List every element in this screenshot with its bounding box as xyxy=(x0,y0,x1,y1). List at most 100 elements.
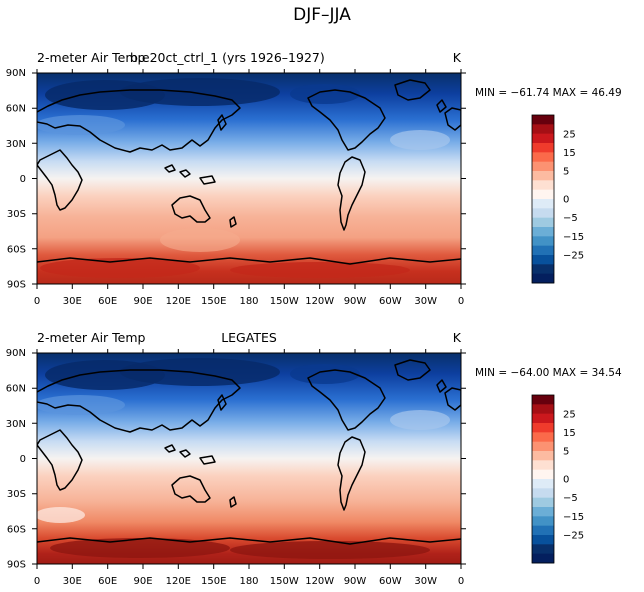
lat-label: 90S xyxy=(7,280,26,291)
colorbar-swatch xyxy=(532,535,554,545)
colorbar-label: 15 xyxy=(563,148,576,159)
lon-label: 180 xyxy=(239,576,258,587)
lon-label: 120E xyxy=(166,296,191,307)
map-ticks-observed xyxy=(32,349,466,569)
lon-label: 90E xyxy=(133,296,152,307)
lon-label: 30E xyxy=(63,576,82,587)
lat-label: 30S xyxy=(7,489,26,500)
lat-tick-labels-observed: 90N 60N 30N 0 30S 60S 90S xyxy=(6,348,26,571)
lon-label: 120E xyxy=(166,576,191,587)
coastline-australia xyxy=(171,475,211,503)
lon-label: 0 xyxy=(34,296,40,307)
colorbar-swatch xyxy=(532,516,554,527)
colorbar-swatch xyxy=(532,124,554,135)
lon-label: 0 xyxy=(458,576,464,587)
coastline-north-america xyxy=(307,89,386,151)
panel-stats-model: MIN = −61.74 MAX = 46.49 xyxy=(475,87,622,99)
colorbar-swatch xyxy=(532,507,554,517)
coastline-maritime-asia xyxy=(164,164,216,185)
coastline-greenland xyxy=(394,79,431,101)
colorbar-swatch xyxy=(532,236,554,247)
colorbar-swatch xyxy=(532,432,554,443)
coastline-eurasia xyxy=(37,89,241,153)
coastline-uk xyxy=(436,99,447,113)
temperature-anomaly-patches-model xyxy=(37,78,450,278)
colorbar-swatches-observed xyxy=(532,395,554,564)
coastline-greenland xyxy=(394,359,431,381)
colorbar-label: 25 xyxy=(563,409,576,420)
colorbar-label: −15 xyxy=(563,512,584,523)
colorbar-swatch xyxy=(532,497,554,508)
coastline-maritime-asia xyxy=(164,444,216,465)
coastline-eurasia xyxy=(37,369,241,433)
coastline-uk xyxy=(436,379,447,393)
colorbar-model: 25 15 5 0 −5 −15 −25 xyxy=(531,114,584,284)
lon-label: 60W xyxy=(379,576,402,587)
colorbar-observed: 25 15 5 0 −5 −15 −25 xyxy=(531,394,584,564)
lat-label: 30N xyxy=(6,139,26,150)
colorbar-frame-model xyxy=(531,114,555,284)
coastline-australia xyxy=(171,195,211,223)
colorbar-label: −15 xyxy=(563,232,584,243)
colorbar-swatch xyxy=(532,544,554,555)
coastline-north-america xyxy=(307,369,386,431)
colorbar-swatch xyxy=(532,264,554,275)
colorbar-swatch xyxy=(532,255,554,265)
lat-label: 0 xyxy=(20,174,26,185)
colorbar-swatch xyxy=(532,460,554,471)
lat-label: 60S xyxy=(7,524,26,535)
panel-model: 0 30E 60E 90E 120E 150E 180 150W 120W 90… xyxy=(6,50,622,307)
lat-label: 90S xyxy=(7,560,26,571)
coastline-africa xyxy=(37,429,83,491)
colorbar-swatch xyxy=(532,115,554,125)
lat-label: 30S xyxy=(7,209,26,220)
lon-label: 60E xyxy=(98,576,117,587)
colorbar-swatch xyxy=(532,189,554,200)
colorbar-swatch xyxy=(532,227,554,237)
lon-tick-labels-model: 0 30E 60E 90E 120E 150E 180 150W 120W 90… xyxy=(34,296,464,307)
lat-label: 30N xyxy=(6,419,26,430)
colorbar-label: 5 xyxy=(563,447,569,458)
colorbar-labels-model: 25 15 5 0 −5 −15 −25 xyxy=(563,129,584,261)
coastline-new-zealand xyxy=(229,216,237,228)
colorbar-swatch xyxy=(532,152,554,163)
colorbar-swatch xyxy=(532,525,554,536)
colorbar-label: 15 xyxy=(563,428,576,439)
map-panel-observed xyxy=(37,353,461,564)
colorbar-swatch xyxy=(532,404,554,415)
colorbar-swatch xyxy=(532,553,554,564)
lat-label: 60N xyxy=(6,384,26,395)
coastline-europe-east xyxy=(444,107,461,131)
coastline-africa xyxy=(37,149,83,211)
lon-tick-labels-observed: 0 30E 60E 90E 120E 150E 180 150W 120W 90… xyxy=(34,576,464,587)
colorbar-swatch xyxy=(532,479,554,489)
colorbar-swatch xyxy=(532,208,554,219)
map-panel-model xyxy=(37,73,461,284)
colorbar-swatch xyxy=(532,199,554,209)
lon-label: 120W xyxy=(305,576,334,587)
lat-label: 60N xyxy=(6,104,26,115)
lat-label: 0 xyxy=(20,454,26,465)
lat-label: 60S xyxy=(7,244,26,255)
panel-left-title-model: 2-meter Air Temp xyxy=(37,50,146,65)
coastline-new-zealand xyxy=(229,496,237,508)
coastlines-model xyxy=(37,79,461,265)
map-ticks-model xyxy=(32,69,466,289)
lat-label: 90N xyxy=(6,68,26,79)
colorbar-swatch xyxy=(532,133,554,144)
panel-center-title-observed: LEGATES xyxy=(221,330,277,345)
lon-label: 30W xyxy=(414,296,437,307)
colorbar-swatch xyxy=(532,273,554,284)
colorbar-swatch xyxy=(532,395,554,405)
colorbar-labels-observed: 25 15 5 0 −5 −15 −25 xyxy=(563,409,584,541)
colorbar-label: −25 xyxy=(563,251,584,262)
coastline-antarctica xyxy=(37,537,461,545)
colorbar-swatches-model xyxy=(532,115,554,284)
colorbar-label: −5 xyxy=(563,493,578,504)
lon-label: 120W xyxy=(305,296,334,307)
lat-label: 90N xyxy=(6,348,26,359)
colorbar-frame-observed xyxy=(531,394,555,564)
panel-center-title-model: b.e20ct_ctrl_1 (yrs 1926–1927) xyxy=(130,50,325,65)
colorbar-swatch xyxy=(532,171,554,181)
